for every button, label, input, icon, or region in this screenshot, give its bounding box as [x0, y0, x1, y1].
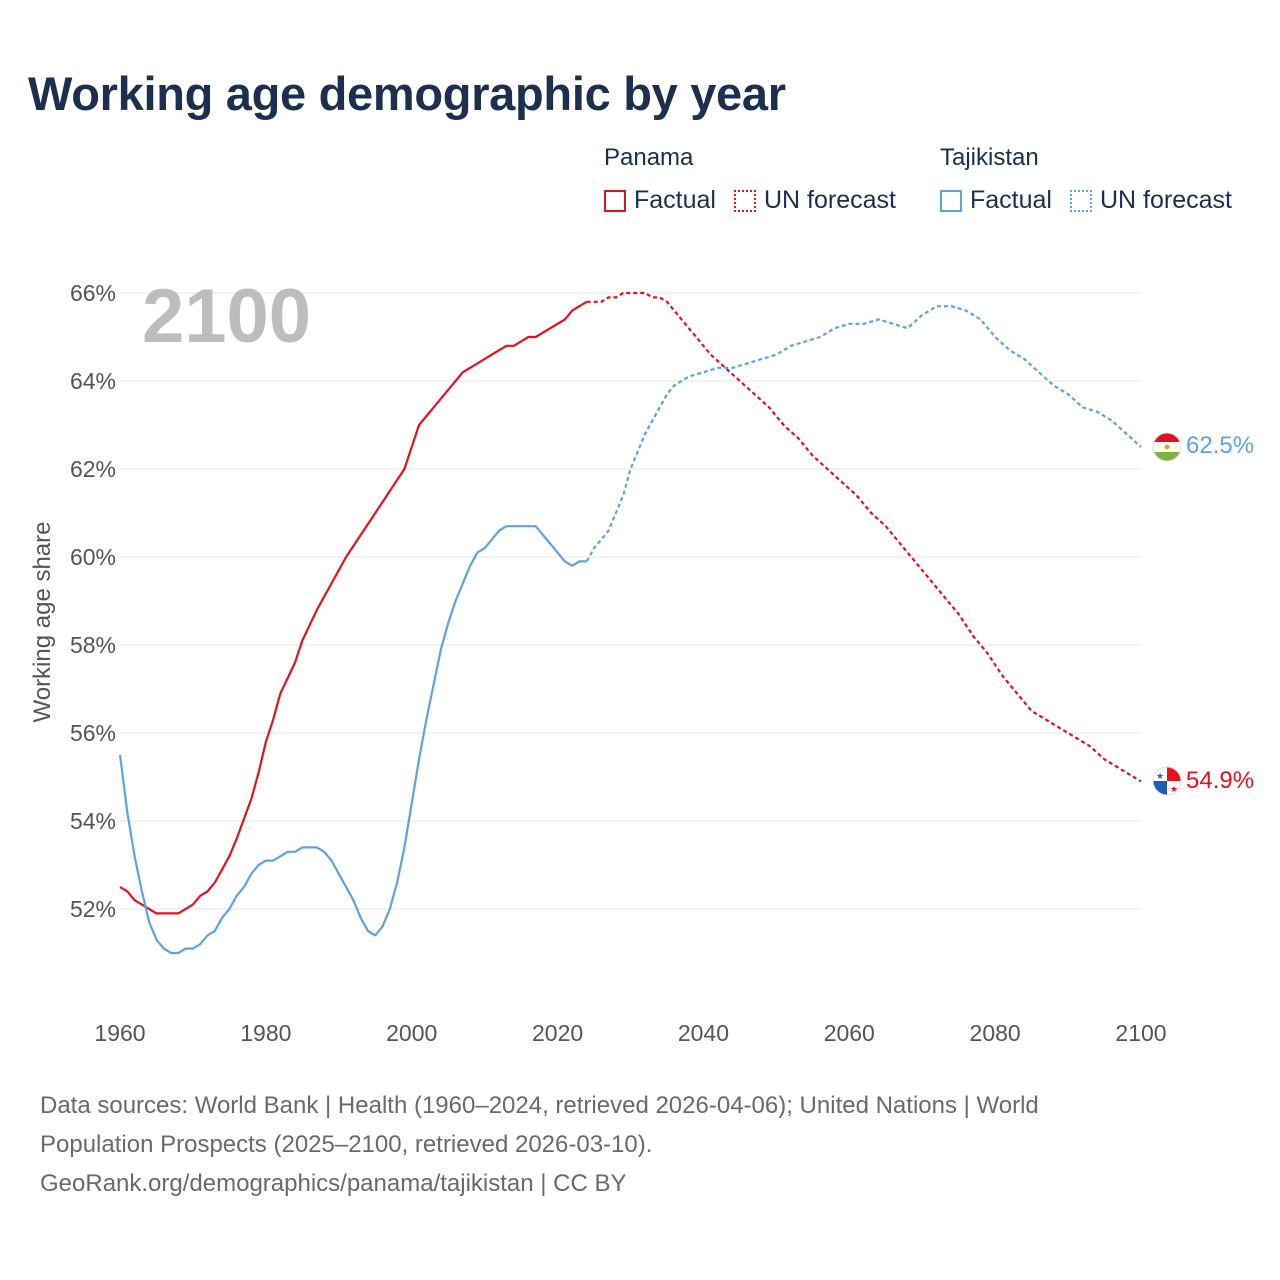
- y-tick-label: 58%: [70, 632, 116, 658]
- legend-swatch-dotted: [733, 189, 756, 212]
- footer: Data sources: World Bank | Health (1960–…: [40, 1086, 1220, 1203]
- line-chart: 2100 52% 54% 56% 58% 60% 62% 64% 66% 1960 1980 20…: [29, 274, 1254, 1046]
- y-tick-label: 56%: [70, 720, 116, 746]
- footer-link[interactable]: GeoRank.org/demographics/panama/tajikist…: [40, 1170, 627, 1197]
- x-tick-label: 2020: [532, 1020, 583, 1046]
- y-tick-label: 54%: [70, 808, 116, 834]
- y-tick-label: 64%: [70, 368, 116, 394]
- y-axis-label: Working age share: [29, 522, 56, 723]
- legend-label: UN forecast: [763, 186, 896, 214]
- panama-factual-line: [119, 300, 588, 915]
- legend-panama: Panama Factual UN forecast: [604, 144, 914, 215]
- legend-panama-factual[interactable]: Factual: [604, 186, 716, 215]
- x-tick-label: 1960: [94, 1020, 145, 1046]
- panama-forecast-line: [586, 291, 1142, 783]
- x-tick-label: 2100: [1115, 1020, 1166, 1046]
- panama-flag-icon: ★ ★: [1152, 766, 1182, 796]
- tajikistan-end-label: 62.5%: [1186, 432, 1254, 459]
- y-tick-label: 52%: [70, 896, 116, 922]
- y-tick-label: 62%: [70, 456, 116, 482]
- legend-swatch-solid: [604, 189, 626, 212]
- footer-sources-cont: Population Prospects (2025–2100, retriev…: [40, 1131, 653, 1158]
- legend-panama-forecast[interactable]: UN forecast: [733, 186, 896, 215]
- y-tick-label: 60%: [70, 544, 116, 570]
- legend-panama-title: Panama: [604, 144, 694, 171]
- x-tick-label: 2000: [386, 1020, 437, 1046]
- grid-lines: [120, 292, 1141, 910]
- tajikistan-forecast-line: [585, 305, 1142, 562]
- legend-swatch-solid: [940, 189, 962, 212]
- legend-tajikistan-forecast[interactable]: UN forecast: [1069, 186, 1232, 215]
- x-tick-label: 2080: [970, 1020, 1021, 1046]
- x-tick-label: 2060: [824, 1020, 875, 1046]
- y-tick-label: 66%: [70, 280, 116, 306]
- legend-label: Factual: [970, 186, 1052, 214]
- chart-title: Working age demographic by year: [28, 67, 786, 120]
- x-tick-label: 1980: [240, 1020, 291, 1046]
- legend-tajikistan: Tajikistan Factual UN forecast: [940, 144, 1250, 215]
- legend-tajikistan-title: Tajikistan: [940, 144, 1039, 171]
- x-axis-ticks: 1960 1980 2000 2020 2040 2060 2080 2100: [94, 1020, 1166, 1046]
- x-tick-label: 2040: [678, 1020, 729, 1046]
- svg-text:★: ★: [1156, 771, 1164, 781]
- panama-end-label: 54.9%: [1186, 767, 1254, 794]
- tajikistan-flag-icon: [1152, 432, 1182, 462]
- legend-label: Factual: [634, 186, 716, 214]
- svg-text:★: ★: [1170, 784, 1178, 794]
- series-lines: [118, 291, 1142, 955]
- legend-label: UN forecast: [1099, 186, 1232, 214]
- legend-tajikistan-factual[interactable]: Factual: [940, 186, 1052, 215]
- y-axis-ticks: 52% 54% 56% 58% 60% 62% 64% 66%: [70, 280, 116, 922]
- footer-sources: Data sources: World Bank | Health (1960–…: [40, 1092, 1039, 1119]
- tajikistan-factual-line: [118, 525, 587, 955]
- legend-swatch-dotted: [1069, 189, 1092, 212]
- year-watermark: 2100: [142, 274, 311, 359]
